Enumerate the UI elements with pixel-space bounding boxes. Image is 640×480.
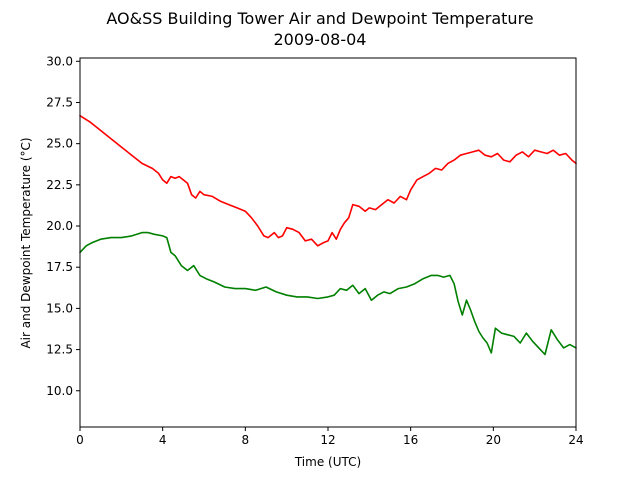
y-tick-label: 20.0 xyxy=(46,219,73,233)
plot-frame xyxy=(79,57,577,428)
y-axis-label: Air and Dewpoint Temperature (°C) xyxy=(19,137,33,348)
y-tick-label: 10.0 xyxy=(46,384,73,398)
chart-subtitle: 2009-08-04 xyxy=(274,30,367,49)
x-tick-label: 24 xyxy=(568,433,583,447)
y-tick-label: 15.0 xyxy=(46,301,73,315)
chart-title: AO&SS Building Tower Air and Dewpoint Te… xyxy=(106,9,533,28)
y-tick-label: 27.5 xyxy=(46,95,73,109)
x-tick-label: 20 xyxy=(486,433,501,447)
y-tick-label: 22.5 xyxy=(46,178,73,192)
y-tick-label: 17.5 xyxy=(46,260,73,274)
x-tick-label: 8 xyxy=(242,433,250,447)
x-tick-label: 16 xyxy=(403,433,418,447)
y-tick-label: 12.5 xyxy=(46,343,73,357)
y-tick-label: 30.0 xyxy=(46,54,73,68)
x-tick-label: 0 xyxy=(76,433,84,447)
x-tick-label: 4 xyxy=(159,433,167,447)
plot-area xyxy=(79,114,577,356)
x-axis: 0 4 8 12 16 20 24 xyxy=(76,427,584,447)
series-line-2 xyxy=(79,231,577,356)
series-line-1 xyxy=(79,114,577,247)
y-tick-label: 25.0 xyxy=(46,137,73,151)
x-tick-label: 12 xyxy=(320,433,335,447)
x-axis-label: Time (UTC) xyxy=(294,455,361,469)
y-axis: 10.0 12.5 15.0 17.5 20.0 22.5 25.0 27.5 30.0 xyxy=(46,54,80,398)
